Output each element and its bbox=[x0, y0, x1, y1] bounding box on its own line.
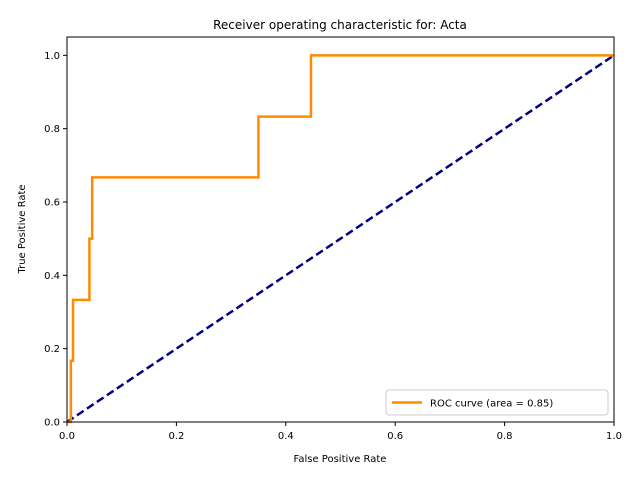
roc-curve-line bbox=[67, 54, 614, 424]
legend-entry-roc: ROC curve (area = 0.85) bbox=[430, 399, 553, 410]
legend: ROC curve (area = 0.85) bbox=[385, 389, 609, 416]
y-tick-label: 0.2 bbox=[44, 344, 60, 355]
y-tick-label: 0.4 bbox=[44, 271, 60, 282]
chance-diagonal-line bbox=[66, 54, 615, 424]
x-tick-label: 0.0 bbox=[59, 431, 75, 442]
y-tick-label: 0.6 bbox=[44, 198, 60, 209]
x-tick-label: 0.2 bbox=[168, 431, 184, 442]
y-tick-label: 0.0 bbox=[44, 418, 60, 429]
x-tick-label: 0.6 bbox=[387, 431, 403, 442]
y-axis-label: True Positive Rate bbox=[17, 184, 28, 274]
series-layer bbox=[66, 54, 615, 424]
y-tick-label: 1.0 bbox=[44, 51, 60, 62]
x-axis-label: False Positive Rate bbox=[294, 454, 387, 465]
x-tick-label: 1.0 bbox=[606, 431, 622, 442]
y-axis-ticks: 0.0 0.2 0.4 0.6 0.8 1.0 bbox=[44, 51, 67, 429]
plot-frame bbox=[66, 36, 615, 423]
chart-title: Receiver operating characteristic for: A… bbox=[213, 18, 467, 32]
x-tick-label: 0.8 bbox=[497, 431, 513, 442]
y-tick-label: 0.8 bbox=[44, 124, 60, 135]
x-axis-ticks: 0.0 0.2 0.4 0.6 0.8 1.0 bbox=[59, 422, 622, 442]
x-tick-label: 0.4 bbox=[278, 431, 294, 442]
legend-box bbox=[385, 389, 609, 416]
